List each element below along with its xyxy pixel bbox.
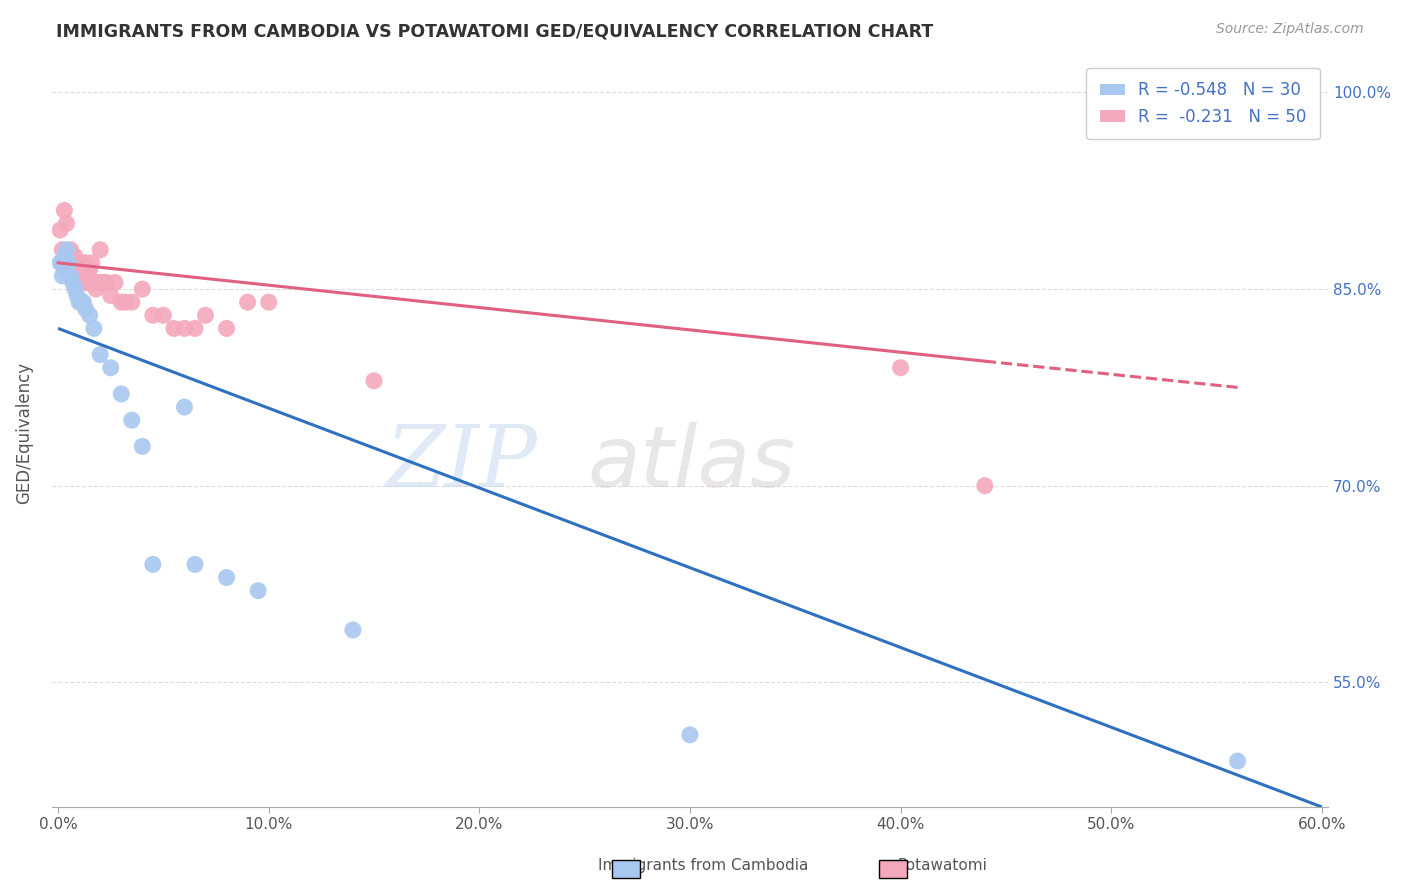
Point xyxy=(59,268,82,283)
Point xyxy=(110,295,132,310)
Point xyxy=(72,256,94,270)
Point xyxy=(67,295,90,310)
Text: Immigrants from Cambodia: Immigrants from Cambodia xyxy=(598,858,808,872)
Point xyxy=(72,268,94,283)
Point xyxy=(184,321,207,335)
Point xyxy=(79,308,101,322)
Point xyxy=(83,321,105,335)
Point xyxy=(51,256,73,270)
Point xyxy=(257,295,280,310)
Point xyxy=(91,276,114,290)
Point xyxy=(59,256,82,270)
Point xyxy=(62,256,84,270)
Point xyxy=(100,360,122,375)
Point xyxy=(679,728,702,742)
Point xyxy=(49,223,72,237)
Point xyxy=(70,262,93,277)
Point xyxy=(131,439,153,453)
Point xyxy=(247,583,270,598)
Point xyxy=(70,295,93,310)
Point xyxy=(121,413,143,427)
Point xyxy=(194,308,217,322)
Point xyxy=(83,276,105,290)
Point xyxy=(142,308,165,322)
Point xyxy=(53,256,76,270)
Point xyxy=(87,276,110,290)
Point xyxy=(1226,754,1249,768)
Point xyxy=(79,276,101,290)
Point xyxy=(53,203,76,218)
Point xyxy=(63,282,86,296)
Point xyxy=(55,217,77,231)
Point xyxy=(215,570,238,584)
Point xyxy=(75,301,97,316)
Point xyxy=(58,256,80,270)
Point xyxy=(63,256,86,270)
Point xyxy=(236,295,259,310)
Point xyxy=(75,276,97,290)
Point xyxy=(184,558,207,572)
Point xyxy=(66,268,89,283)
Point xyxy=(342,623,364,637)
Point xyxy=(76,268,98,283)
Point xyxy=(84,282,107,296)
Point xyxy=(96,276,118,290)
Point xyxy=(72,295,94,310)
Point xyxy=(66,256,89,270)
Point xyxy=(75,256,97,270)
Point xyxy=(93,276,115,290)
Point xyxy=(66,288,89,302)
Point xyxy=(173,400,195,414)
Point xyxy=(51,268,73,283)
Point xyxy=(62,276,84,290)
Text: Source: ZipAtlas.com: Source: ZipAtlas.com xyxy=(1216,22,1364,37)
Point xyxy=(890,360,912,375)
Point xyxy=(110,387,132,401)
Text: atlas: atlas xyxy=(588,422,796,505)
Point xyxy=(67,256,90,270)
Point xyxy=(163,321,186,335)
Text: IMMIGRANTS FROM CAMBODIA VS POTAWATOMI GED/EQUIVALENCY CORRELATION CHART: IMMIGRANTS FROM CAMBODIA VS POTAWATOMI G… xyxy=(56,22,934,40)
Point xyxy=(55,243,77,257)
Text: ZIP: ZIP xyxy=(385,422,537,505)
Point xyxy=(363,374,385,388)
Point xyxy=(63,249,86,263)
Point xyxy=(152,308,174,322)
Point xyxy=(49,256,72,270)
Y-axis label: GED/Equivalency: GED/Equivalency xyxy=(15,362,32,504)
Point xyxy=(100,288,122,302)
Legend: R = -0.548   N = 30, R =  -0.231   N = 50: R = -0.548 N = 30, R = -0.231 N = 50 xyxy=(1087,68,1320,139)
Point xyxy=(173,321,195,335)
Point xyxy=(121,295,143,310)
Point xyxy=(79,262,101,277)
Point xyxy=(114,295,136,310)
Point xyxy=(142,558,165,572)
Point xyxy=(53,262,76,277)
Point xyxy=(80,256,103,270)
Point xyxy=(104,276,127,290)
Point xyxy=(67,256,90,270)
Point xyxy=(58,256,80,270)
Point xyxy=(215,321,238,335)
Point xyxy=(89,348,111,362)
Point xyxy=(51,243,73,257)
Point xyxy=(89,243,111,257)
Point xyxy=(53,249,76,263)
Point xyxy=(62,256,84,270)
Point xyxy=(973,479,995,493)
Text: Potawatomi: Potawatomi xyxy=(897,858,987,872)
Point xyxy=(59,243,82,257)
Point xyxy=(131,282,153,296)
